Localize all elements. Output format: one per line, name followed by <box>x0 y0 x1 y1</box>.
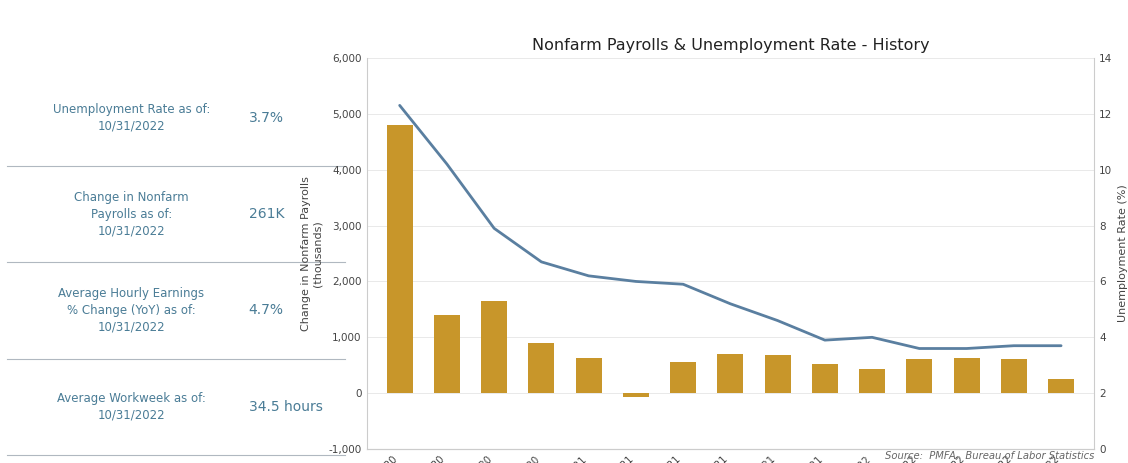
Text: 261K: 261K <box>248 207 284 221</box>
Bar <box>670 363 696 393</box>
Text: Average Hourly Earnings
% Change (YoY) as of:
10/31/2022: Average Hourly Earnings % Change (YoY) a… <box>59 287 204 334</box>
Text: 3.7%: 3.7% <box>248 111 284 125</box>
Bar <box>860 369 885 393</box>
Bar <box>717 354 743 393</box>
Bar <box>482 301 508 393</box>
Text: Average Workweek as of:
10/31/2022: Average Workweek as of: 10/31/2022 <box>58 392 206 422</box>
Title: Nonfarm Payrolls & Unemployment Rate - History: Nonfarm Payrolls & Unemployment Rate - H… <box>531 38 929 52</box>
Bar <box>528 343 554 393</box>
Y-axis label: Unemployment Rate (%): Unemployment Rate (%) <box>1118 185 1128 322</box>
Bar <box>623 393 649 397</box>
Bar <box>434 315 460 393</box>
Text: EMPLOYMENT SITUATION: EMPLOYMENT SITUATION <box>398 15 730 38</box>
Bar <box>1048 379 1074 393</box>
Bar <box>907 358 933 393</box>
Y-axis label: Change in Nonfarm Payrolls
(thousands): Change in Nonfarm Payrolls (thousands) <box>301 176 323 331</box>
Text: 4.7%: 4.7% <box>248 303 284 317</box>
Text: Change in Nonfarm
Payrolls as of:
10/31/2022: Change in Nonfarm Payrolls as of: 10/31/… <box>74 191 188 238</box>
Bar <box>765 355 791 393</box>
Text: Unemployment Rate as of:
10/31/2022: Unemployment Rate as of: 10/31/2022 <box>53 103 210 133</box>
Bar <box>1001 358 1026 393</box>
Bar <box>953 358 979 393</box>
Bar <box>812 363 838 393</box>
Text: Source:  PMFA,  Bureau of Labor Statistics: Source: PMFA, Bureau of Labor Statistics <box>884 450 1094 461</box>
Bar <box>575 358 601 393</box>
Text: 34.5 hours: 34.5 hours <box>248 400 323 413</box>
Bar <box>387 125 413 393</box>
